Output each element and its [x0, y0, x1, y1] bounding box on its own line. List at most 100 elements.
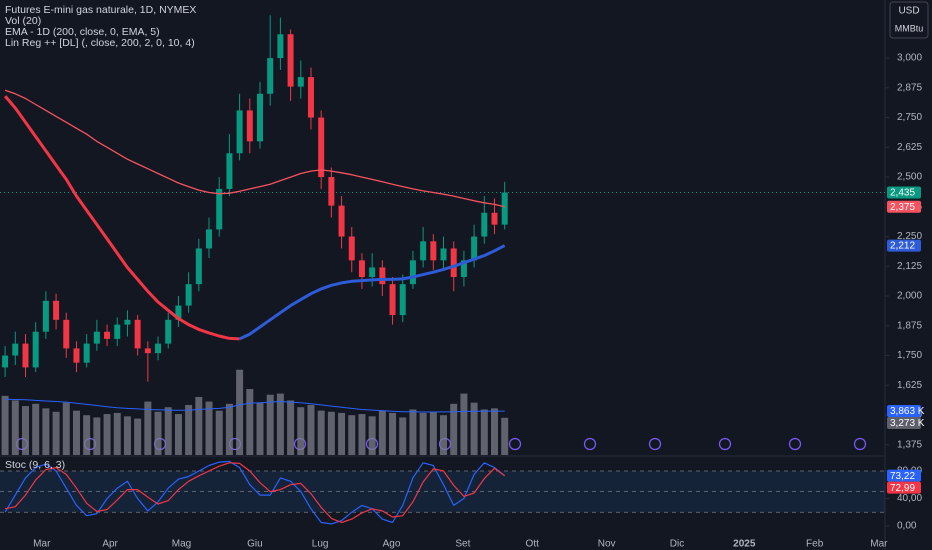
stoch-line — [4, 460, 506, 525]
candle-body — [175, 305, 182, 320]
volume-bar — [256, 402, 264, 455]
volume-bar — [236, 369, 244, 455]
volume-bar — [490, 408, 498, 455]
price-tag-label: 73,22 — [890, 471, 915, 482]
candle-body — [277, 34, 284, 59]
volume-bar — [358, 414, 366, 455]
candle-body — [155, 343, 162, 354]
y-tick-label: 2,750 — [897, 112, 922, 123]
candle-body — [348, 236, 355, 261]
candle-body — [195, 248, 202, 285]
price-tag — [887, 239, 921, 252]
candle-body — [32, 331, 39, 368]
candle-body — [471, 236, 478, 261]
volume-bar — [338, 412, 346, 455]
candle-body — [93, 331, 100, 344]
volume-bar — [174, 414, 182, 455]
volume-bar — [368, 416, 376, 455]
volume-bar — [389, 412, 397, 455]
volume-bar — [327, 411, 335, 455]
x-tick-label: Feb — [806, 539, 824, 550]
volume-bar — [185, 404, 193, 455]
candle-body — [358, 260, 365, 277]
currency-box[interactable] — [889, 1, 929, 39]
volume-bar — [307, 404, 315, 455]
x-tick-label: Dic — [670, 539, 684, 550]
volume-bar — [450, 403, 458, 455]
price-tag — [887, 200, 921, 213]
y-tick-label: 2,625 — [897, 142, 922, 153]
volume-bar — [52, 411, 60, 455]
volume-legend: Vol (20) — [5, 15, 41, 27]
y-tick-label: 2,250 — [897, 231, 922, 242]
linreg-up-line — [238, 244, 506, 341]
y-tick-label: 3,000 — [897, 53, 922, 64]
volume-bar — [205, 401, 213, 455]
candle-body — [63, 319, 70, 349]
candle-body — [53, 300, 60, 320]
volume-bar — [225, 403, 233, 455]
x-tick-label: Lug — [312, 539, 329, 550]
candle-body — [206, 229, 213, 249]
volume-bar — [317, 410, 325, 455]
price-tag-label: 72,99 — [890, 483, 915, 494]
volume-bar — [215, 410, 223, 455]
volume-bar — [297, 407, 305, 455]
volume-bar — [378, 410, 386, 455]
y-tick-label: 1,875 — [897, 320, 922, 331]
volume-bar — [83, 415, 91, 455]
candle-body — [440, 248, 447, 261]
price-tag — [887, 186, 921, 199]
volume-bar — [460, 393, 468, 455]
volume-bar — [144, 401, 152, 455]
candle-body — [22, 343, 29, 368]
ema-line — [4, 89, 505, 208]
x-tick-label: 2025 — [733, 539, 756, 550]
volume-bar — [399, 417, 407, 455]
candle-body — [379, 267, 386, 285]
volume-bar — [123, 416, 131, 455]
candle-body — [236, 110, 243, 154]
volume-bar — [42, 408, 50, 455]
y-tick-label: 40,00 — [897, 493, 922, 504]
volume-bar — [440, 415, 448, 455]
volume-bar — [195, 396, 203, 455]
volume-bar — [1, 395, 9, 455]
x-tick-label: Giu — [247, 539, 263, 550]
candle-body — [338, 205, 345, 237]
price-tag-label: 2,435 — [890, 188, 915, 199]
y-tick-label: 1,625 — [897, 380, 922, 391]
candle-body — [256, 93, 263, 142]
volume-bar — [348, 415, 356, 455]
volume-bar — [134, 418, 142, 455]
candle-body — [389, 284, 396, 316]
y-tick-label: 2,125 — [897, 261, 922, 272]
x-tick-label: Mar — [870, 539, 888, 550]
y-tick-label: 2,000 — [897, 291, 922, 302]
stoch-title: Stoc (9, 6, 3) — [5, 459, 65, 471]
candle-body — [73, 348, 80, 363]
candle-body — [114, 324, 121, 339]
candle-body — [409, 260, 416, 285]
volume-bar — [470, 402, 478, 455]
y-tick-label: 1,750 — [897, 350, 922, 361]
y-tick-label: 1,375 — [897, 439, 922, 450]
volume-bar — [287, 400, 295, 455]
candle-body — [287, 34, 294, 87]
volume-bar — [501, 417, 509, 455]
volume-bar — [11, 400, 19, 455]
y-tick-label: 2,500 — [897, 172, 922, 183]
volume-bar — [480, 409, 488, 455]
x-tick-label: Set — [455, 539, 470, 550]
y-tick-label: 2,875 — [897, 82, 922, 93]
linreg-legend: Lin Reg ++ [DL] (, close, 200, 2, 0, 10,… — [5, 37, 195, 49]
volume-bar — [113, 412, 121, 455]
price-tag-label: 3,863 K — [890, 406, 925, 417]
x-tick-label: Mar — [33, 539, 51, 550]
candle-body — [134, 319, 141, 349]
volume-bar — [266, 394, 274, 455]
price-tag-label: 3,273 K — [890, 418, 925, 429]
candle-body — [491, 212, 498, 225]
candle-body — [12, 343, 19, 356]
